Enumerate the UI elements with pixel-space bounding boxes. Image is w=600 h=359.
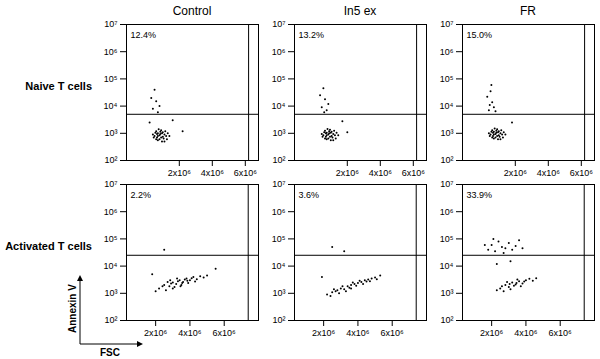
svg-text:10⁴: 10⁴ [272, 261, 286, 271]
html-text:Control: Control [172, 4, 212, 18]
svg-text:10³: 10³ [440, 128, 453, 138]
svg-text:10⁵: 10⁵ [440, 74, 454, 84]
html-text:FR: FR [520, 4, 536, 18]
svg-text:10³: 10³ [104, 288, 117, 298]
svg-text:10⁷: 10⁷ [440, 179, 453, 189]
svg-text:10²: 10² [440, 315, 453, 325]
svg-text:4x10⁶: 4x10⁶ [201, 168, 225, 178]
svg-text:6x10⁶: 6x10⁶ [570, 168, 594, 178]
svg-text:6x10⁶: 6x10⁶ [213, 328, 237, 338]
svg-text:10⁷: 10⁷ [272, 19, 285, 29]
svg-text:10⁴: 10⁴ [440, 261, 454, 271]
svg-text:10⁵: 10⁵ [104, 74, 118, 84]
svg-text:6x10⁶: 6x10⁶ [549, 328, 573, 338]
svg-text:10⁷: 10⁷ [104, 19, 117, 29]
svg-text:4x10⁶: 4x10⁶ [346, 328, 370, 338]
svg-text:10³: 10³ [272, 128, 285, 138]
svg-text:10⁵: 10⁵ [440, 234, 454, 244]
html-text:In5 ex: In5 ex [343, 4, 377, 18]
svg-text:10⁷: 10⁷ [104, 179, 117, 189]
svg-text:10³: 10³ [104, 128, 117, 138]
svg-text:10²: 10² [440, 155, 453, 165]
svg-text:6x10⁶: 6x10⁶ [402, 168, 426, 178]
svg-text:2x10⁶: 2x10⁶ [168, 168, 192, 178]
svg-text:10⁴: 10⁴ [104, 261, 118, 271]
svg-text:10⁵: 10⁵ [272, 234, 286, 244]
svg-text:10⁵: 10⁵ [104, 234, 118, 244]
svg-text:15.0%: 15.0% [467, 30, 493, 40]
svg-text:10³: 10³ [272, 288, 285, 298]
svg-text:4x10⁶: 4x10⁶ [537, 168, 561, 178]
svg-text:10⁴: 10⁴ [104, 101, 118, 111]
svg-text:10⁶: 10⁶ [440, 47, 454, 57]
svg-text:3.6%: 3.6% [299, 190, 320, 200]
html-text:Activated T cells: Activated T cells [5, 240, 92, 252]
svg-text:2x10⁶: 2x10⁶ [336, 168, 360, 178]
svg-text:33.9%: 33.9% [467, 190, 493, 200]
svg-text:12.4%: 12.4% [131, 30, 157, 40]
svg-text:2x10⁶: 2x10⁶ [504, 168, 528, 178]
svg-text:10⁷: 10⁷ [440, 19, 453, 29]
svg-text:4x10⁶: 4x10⁶ [178, 328, 202, 338]
html-text:Naive T cells: Naive T cells [25, 80, 92, 92]
svg-text:10⁵: 10⁵ [272, 74, 286, 84]
svg-text:10²: 10² [272, 315, 285, 325]
svg-text:4x10⁶: 4x10⁶ [369, 168, 393, 178]
svg-text:2x10⁶: 2x10⁶ [312, 328, 336, 338]
svg-text:6x10⁶: 6x10⁶ [234, 168, 258, 178]
svg-text:10²: 10² [272, 155, 285, 165]
svg-text:FSC: FSC [100, 347, 120, 358]
svg-text:6x10⁶: 6x10⁶ [381, 328, 405, 338]
svg-text:10⁶: 10⁶ [272, 47, 286, 57]
svg-text:10²: 10² [104, 315, 117, 325]
svg-text:4x10⁶: 4x10⁶ [514, 328, 538, 338]
svg-text:Annexin V: Annexin V [67, 284, 78, 333]
svg-text:2x10⁶: 2x10⁶ [480, 328, 504, 338]
svg-text:10³: 10³ [440, 288, 453, 298]
svg-text:10⁷: 10⁷ [272, 179, 285, 189]
svg-text:10²: 10² [104, 155, 117, 165]
svg-text:10⁶: 10⁶ [104, 47, 118, 57]
svg-text:10⁶: 10⁶ [440, 207, 454, 217]
svg-text:13.2%: 13.2% [299, 30, 325, 40]
svg-text:10⁶: 10⁶ [104, 207, 118, 217]
svg-text:10⁴: 10⁴ [272, 101, 286, 111]
svg-text:2x10⁶: 2x10⁶ [144, 328, 168, 338]
svg-text:10⁶: 10⁶ [272, 207, 286, 217]
svg-text:10⁴: 10⁴ [440, 101, 454, 111]
svg-text:2.2%: 2.2% [131, 190, 152, 200]
